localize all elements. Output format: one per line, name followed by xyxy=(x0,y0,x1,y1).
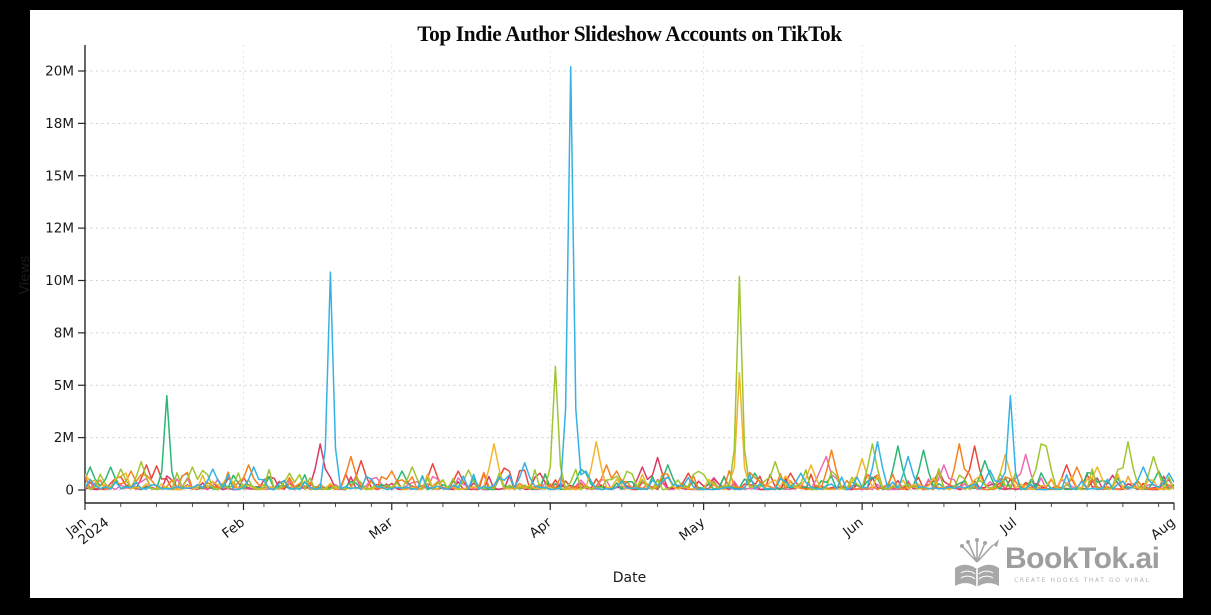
book-icon xyxy=(955,538,999,587)
chart-card: Top Indie Author Slideshow Accounts on T… xyxy=(17,10,1183,598)
chart-title: Top Indie Author Slideshow Accounts on T… xyxy=(417,21,842,46)
svg-text:Jul: Jul xyxy=(996,515,1019,538)
svg-text:May: May xyxy=(676,515,708,545)
svg-text:Mar: Mar xyxy=(366,514,396,543)
x-axis-label: Date xyxy=(612,570,647,586)
svg-text:20M: 20M xyxy=(45,64,74,80)
svg-text:0: 0 xyxy=(65,483,74,499)
data-series-lines xyxy=(85,66,1174,491)
svg-text:8M: 8M xyxy=(54,325,74,341)
series-orange xyxy=(85,443,1174,491)
series-olive xyxy=(85,275,1174,491)
line-chart-plot: 0 2M 5M 8M 10M 12M 15M 18M 20M Jan2024 Feb Mar Apr Ma… xyxy=(45,45,1178,551)
series-red xyxy=(85,445,1174,491)
svg-text:12M: 12M xyxy=(45,221,74,237)
svg-text:5M: 5M xyxy=(54,378,74,394)
brand-name: BookTok.ai xyxy=(1005,542,1160,575)
svg-text:15M: 15M xyxy=(45,168,74,184)
svg-text:Feb: Feb xyxy=(219,515,248,542)
svg-text:10M: 10M xyxy=(45,273,74,289)
brand-tagline: CREATE HOOKS THAT GO VIRAL xyxy=(1014,577,1151,584)
svg-text:Apr: Apr xyxy=(526,514,555,541)
svg-text:Jan2024: Jan2024 xyxy=(62,503,112,551)
booktok-logo: BookTok.ai CREATE HOOKS THAT GO VIRAL xyxy=(951,536,1161,592)
series-green xyxy=(85,394,1174,491)
gridlines xyxy=(84,45,1175,503)
svg-text:Jun: Jun xyxy=(839,515,866,541)
series-cyan xyxy=(85,66,1174,491)
svg-text:18M: 18M xyxy=(45,116,74,132)
svg-text:2M: 2M xyxy=(54,430,74,446)
